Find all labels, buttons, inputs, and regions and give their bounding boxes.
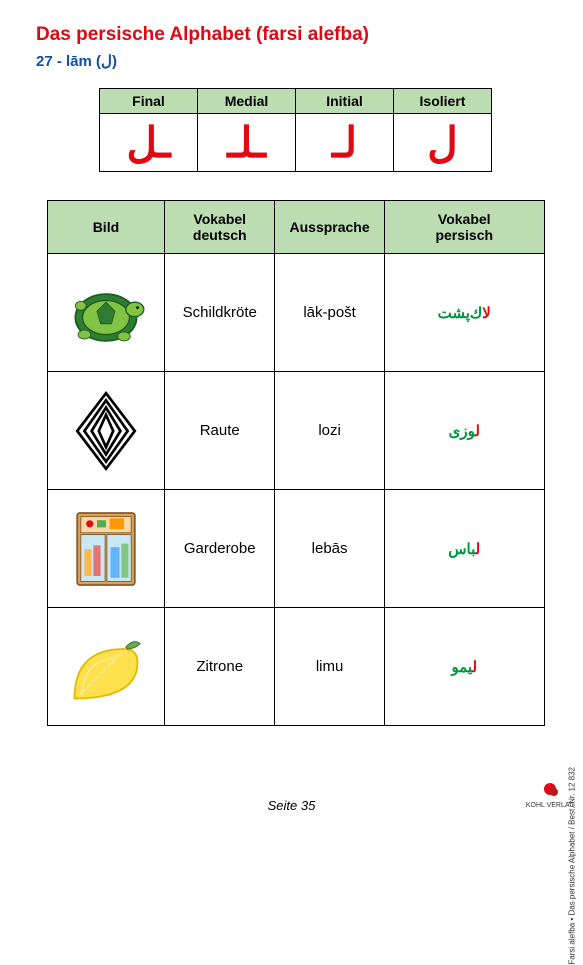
wardrobe-icon (61, 504, 151, 594)
forms-header: Isoliert (394, 89, 492, 114)
vocab-de: Schildkröte (165, 254, 275, 372)
vocab-header-persisch: Vokabelpersisch (385, 201, 544, 254)
vocab-row: Garderobe lebās لباس (47, 490, 544, 608)
form-glyph-initial: لـ (296, 114, 394, 172)
vocab-header-aussprache: Aussprache (275, 201, 385, 254)
vocabulary-table: Bild Vokabeldeutsch Aussprache Vokabelpe… (47, 200, 545, 726)
forms-header: Final (100, 89, 198, 114)
forms-header: Medial (198, 89, 296, 114)
form-glyph-final: ـل (100, 114, 198, 172)
form-glyph-isolated: ل (394, 114, 492, 172)
lemon-icon (61, 622, 151, 712)
vocab-row: Schildkröte lāk-pošt لاك‌پشت (47, 254, 544, 372)
vocab-header-bild: Bild (47, 201, 165, 254)
letter-forms-table: Final Medial Initial Isoliert ـل ـلـ لـ … (99, 88, 492, 172)
diamond-icon (61, 386, 151, 476)
vocab-row: Zitrone limu ليمو (47, 608, 544, 726)
letter-subtitle: 27 - lām (ل) (36, 52, 555, 70)
vocab-aus: lozi (275, 372, 385, 490)
form-glyph-medial: ـلـ (198, 114, 296, 172)
vocab-fa: لوزی (385, 372, 544, 490)
forms-header: Initial (296, 89, 394, 114)
vocab-aus: limu (275, 608, 385, 726)
vocab-aus: lebās (275, 490, 385, 608)
vocab-de: Zitrone (165, 608, 275, 726)
turtle-icon (61, 268, 151, 358)
vocab-fa: لاك‌پشت (385, 254, 544, 372)
page-number: Seite 35 (0, 798, 583, 813)
page-title: Das persische Alphabet (farsi alefba) (36, 24, 555, 46)
publisher-logo: KOHL VERLAG (526, 781, 575, 809)
vocab-de: Garderobe (165, 490, 275, 608)
vocab-row: Raute lozi لوزی (47, 372, 544, 490)
vocab-de: Raute (165, 372, 275, 490)
vocab-aus: lāk-pošt (275, 254, 385, 372)
vocab-fa: لباس (385, 490, 544, 608)
vocab-fa: ليمو (385, 608, 544, 726)
vocab-header-deutsch: Vokabeldeutsch (165, 201, 275, 254)
